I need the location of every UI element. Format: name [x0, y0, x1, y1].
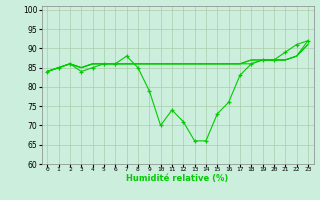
- X-axis label: Humidité relative (%): Humidité relative (%): [126, 174, 229, 183]
